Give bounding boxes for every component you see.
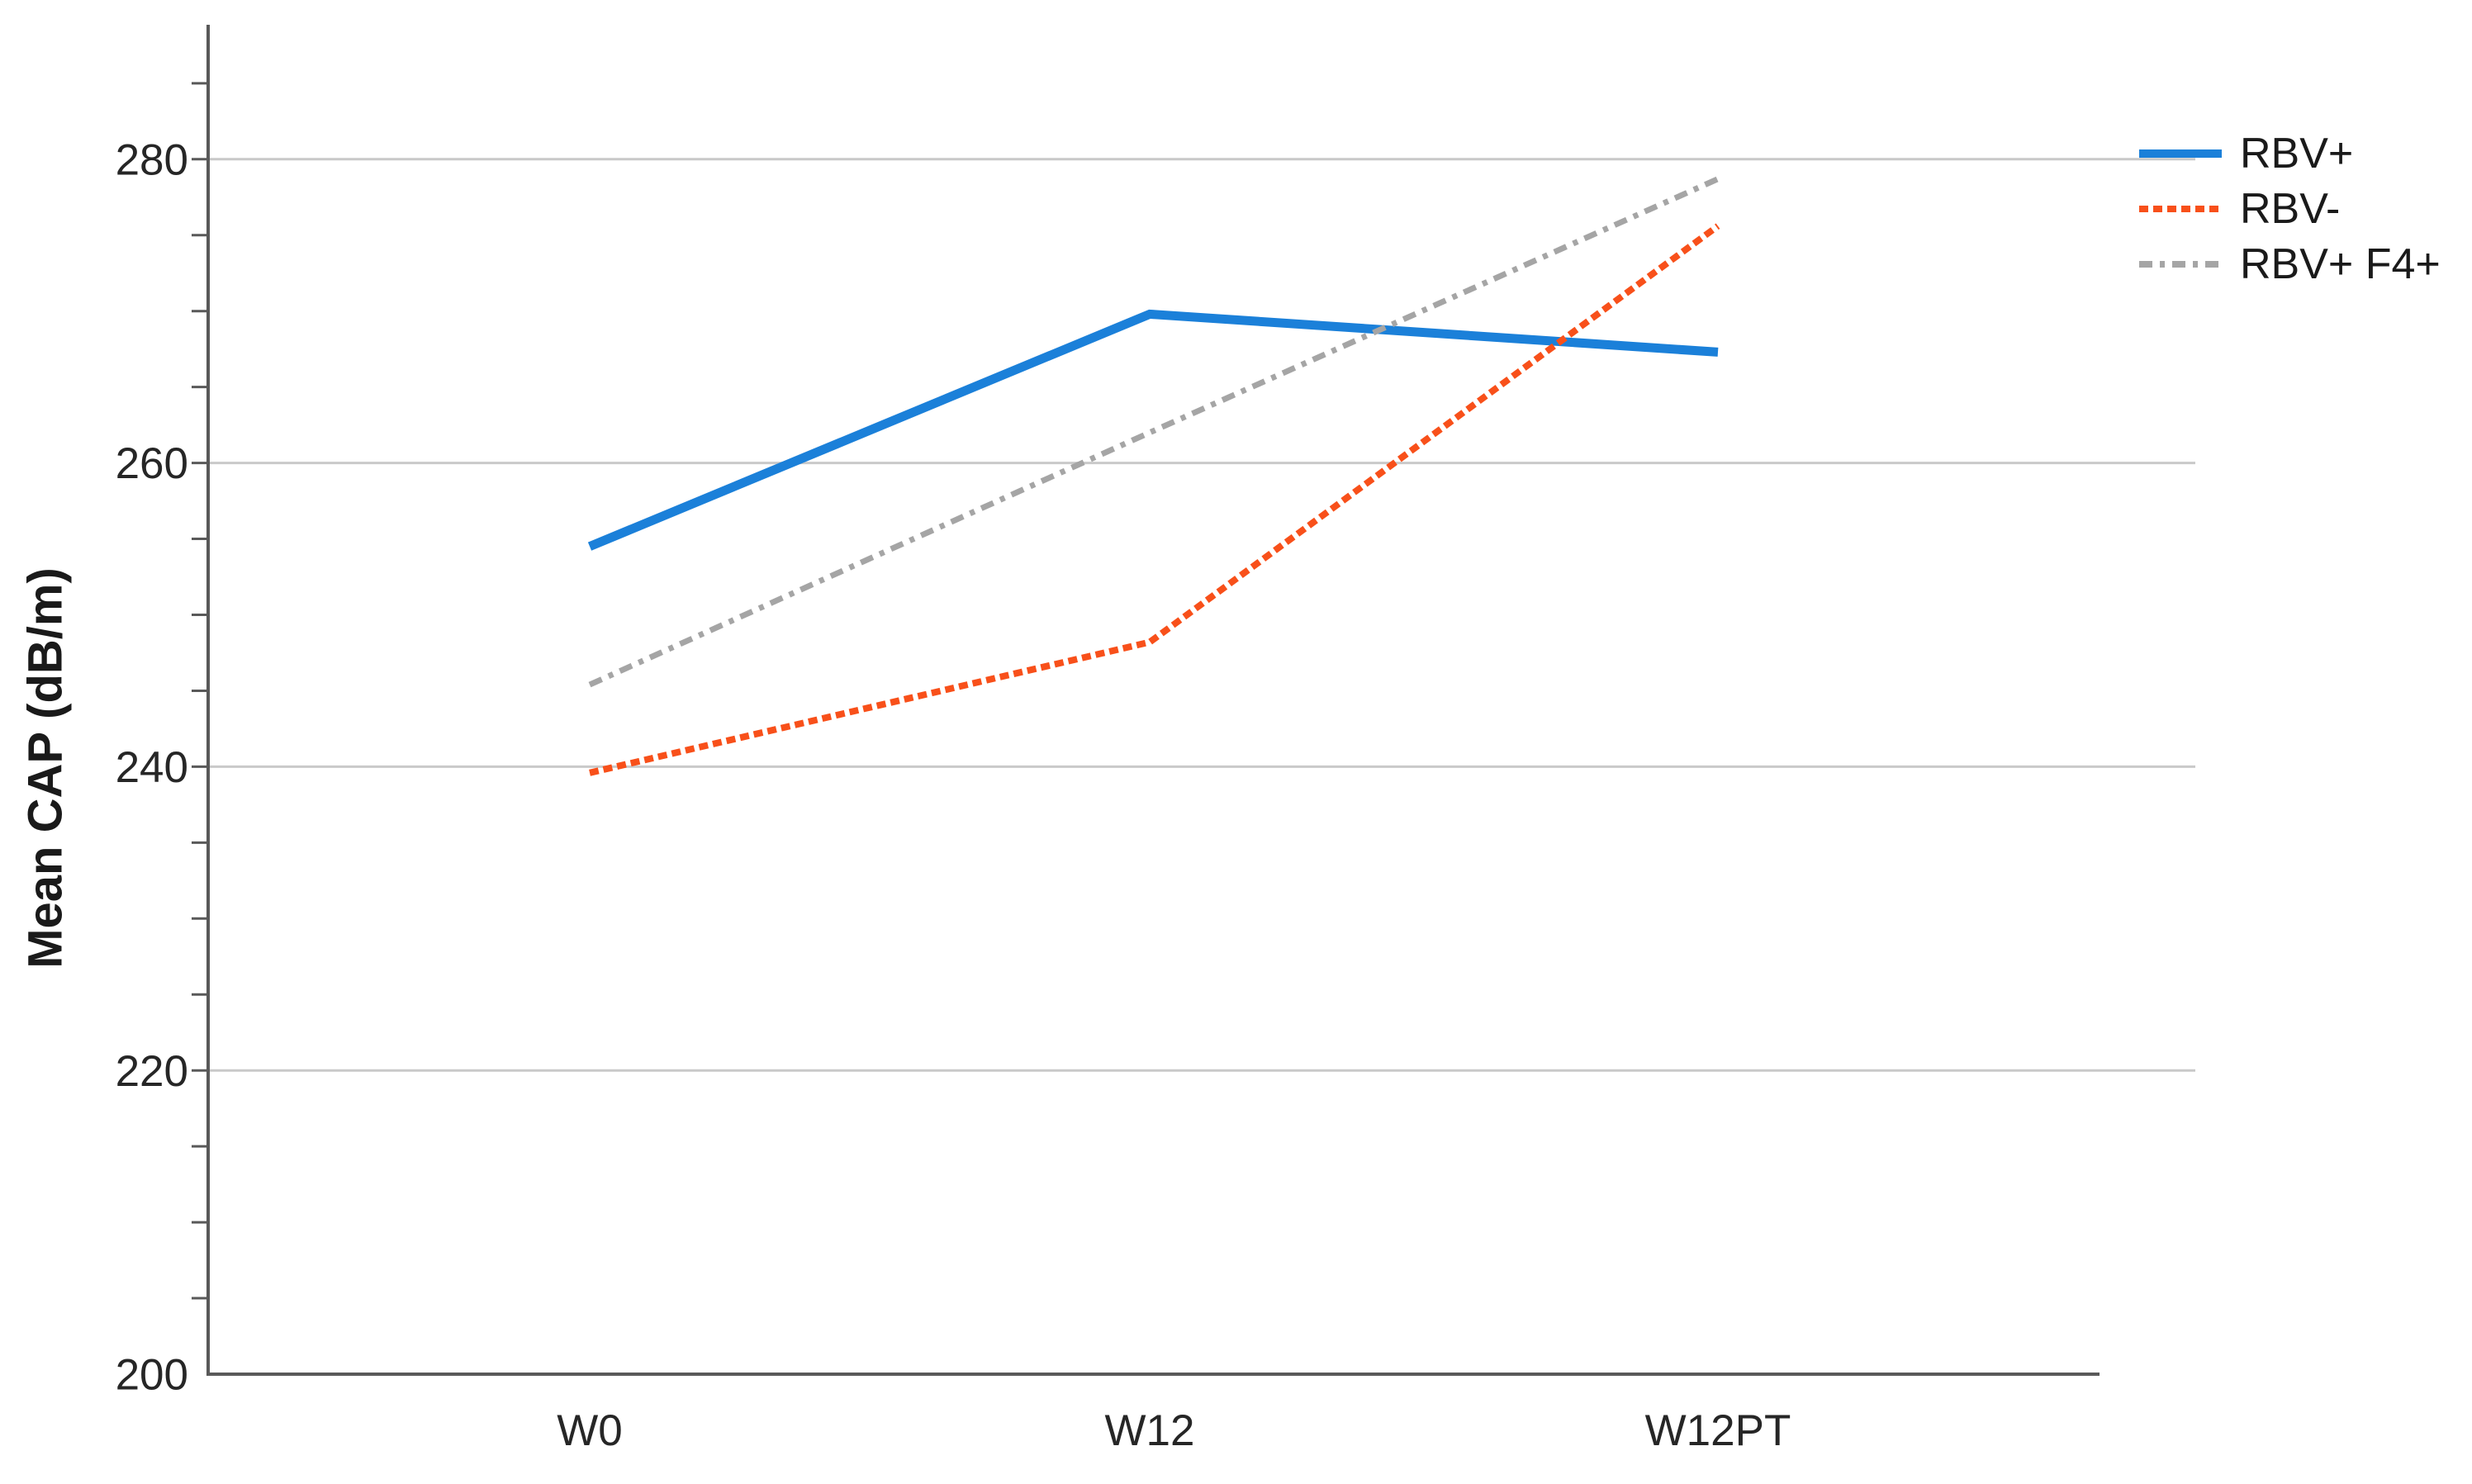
legend-line-swatch-dashed <box>2139 205 2222 212</box>
series-line-rbv- <box>589 223 1720 776</box>
legend-line-swatch-solid <box>2139 149 2222 158</box>
legend-label-rbv-plus: RBV+ <box>2240 129 2354 178</box>
legend: RBV+ RBV- RBV+ F4+ <box>2139 126 2441 292</box>
legend-item-rbv-plus: RBV+ <box>2139 126 2441 181</box>
series-line-rbv-f4- <box>588 176 1720 688</box>
legend-label-rbv-minus: RBV- <box>2240 184 2341 233</box>
y-tick-label: 260 <box>116 439 188 488</box>
x-category-label: W0 <box>557 1406 623 1455</box>
y-tick-label: 200 <box>116 1351 188 1400</box>
legend-line-swatch-dashdot <box>2139 260 2222 268</box>
y-tick-label: 220 <box>116 1047 188 1096</box>
x-category-label: W12PT <box>1645 1406 1791 1455</box>
series-line-rbv- <box>587 309 1719 551</box>
legend-label-rbv-plus-f4-plus: RBV+ F4+ <box>2240 239 2441 288</box>
legend-item-rbv-plus-f4-plus: RBV+ F4+ <box>2139 236 2441 292</box>
y-tick-label: 240 <box>116 743 188 792</box>
y-tick-label: 280 <box>116 135 188 184</box>
x-category-label: W12 <box>1105 1406 1195 1455</box>
y-axis-title: Mean CAP (dB/m) <box>18 567 73 969</box>
legend-item-rbv-minus: RBV- <box>2139 181 2441 236</box>
